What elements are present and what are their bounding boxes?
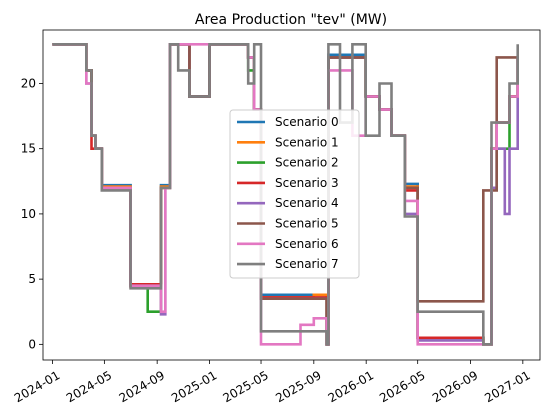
x-tick-label-5: 2025-09 — [273, 368, 323, 405]
legend-label-1: Scenario 1 — [275, 135, 339, 149]
x-tick-label-3: 2025-01 — [169, 368, 219, 405]
x-tick-label-6: 2026-01 — [326, 368, 376, 405]
y-tick-label-4: 20 — [21, 76, 36, 90]
x-tick-label-9: 2027-01 — [482, 368, 532, 405]
chart-title: Area Production "tev" (MW) — [195, 12, 387, 28]
legend-label-2: Scenario 2 — [275, 156, 339, 170]
legend-label-6: Scenario 6 — [275, 237, 339, 251]
legend-label-7: Scenario 7 — [275, 257, 339, 271]
y-tick-label-2: 10 — [21, 207, 36, 221]
legend-label-5: Scenario 5 — [275, 217, 339, 231]
y-tick-label-3: 15 — [21, 142, 36, 156]
x-axis: 2024-01 2024-05 2024-09 2025-01 2025-05 2025-… — [12, 360, 533, 405]
x-tick-label-8: 2026-09 — [430, 368, 480, 405]
legend-label-4: Scenario 4 — [275, 196, 339, 210]
plot-frame — [42, 29, 541, 361]
legend: Scenario 0 Scenario 1 Scenario 2 Scenario 3… — [229, 109, 360, 279]
legend-box — [229, 109, 360, 279]
x-tick-label-4: 2025-05 — [221, 368, 271, 405]
y-tick-label-0: 0 — [28, 337, 36, 351]
x-tick-label-7: 2026-05 — [377, 368, 427, 405]
legend-label-0: Scenario 0 — [275, 115, 339, 129]
series-layer — [52, 43, 519, 346]
y-axis: 0 5 10 15 20 — [21, 76, 43, 351]
x-tick-label-0: 2024-01 — [12, 368, 62, 405]
x-tick-label-2: 2024-09 — [117, 368, 167, 405]
y-tick-label-1: 5 — [28, 272, 36, 286]
series-line-7 — [52, 43, 519, 346]
x-tick-label-1: 2024-05 — [64, 368, 114, 405]
legend-label-3: Scenario 3 — [275, 176, 339, 190]
series-line-6 — [52, 43, 519, 346]
